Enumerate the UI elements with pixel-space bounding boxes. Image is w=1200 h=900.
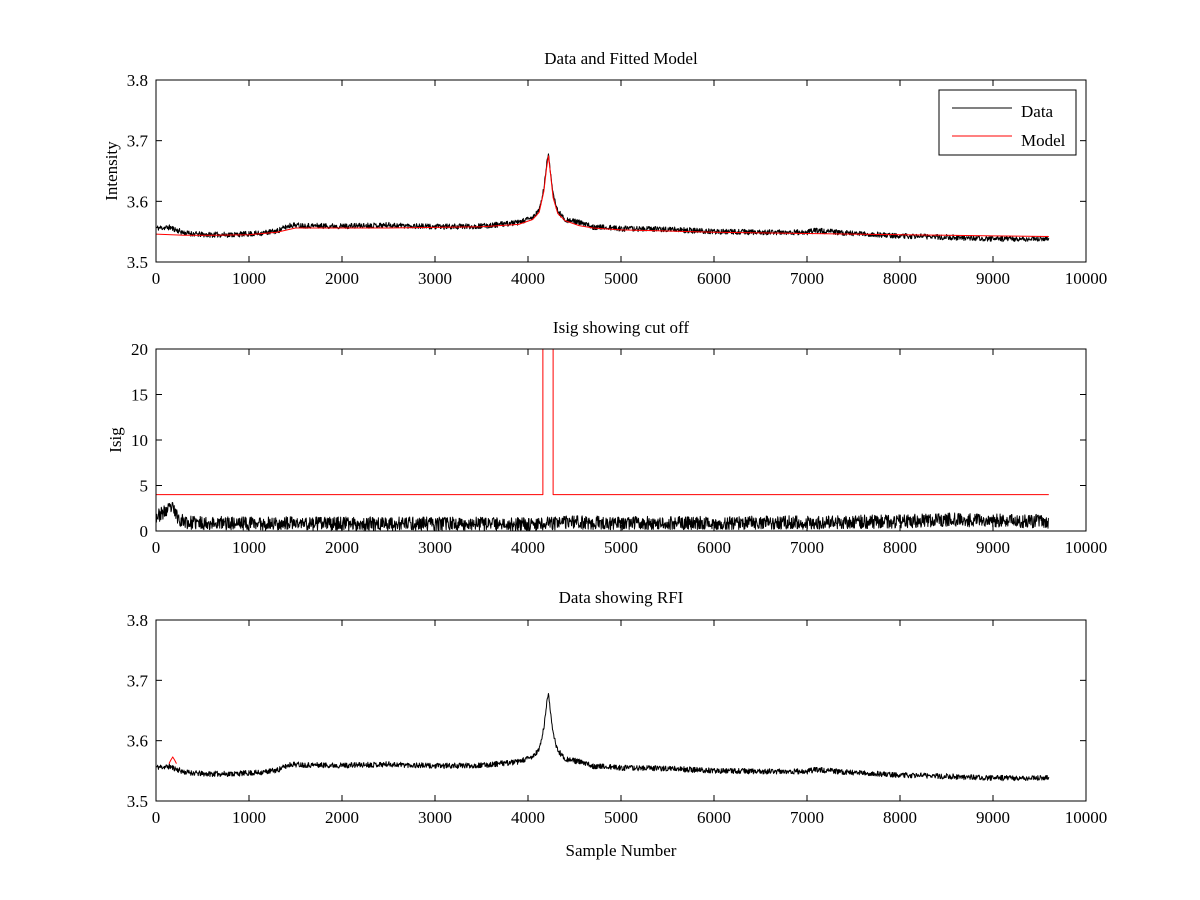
series-line-model <box>155 155 1049 238</box>
y-axis-label: Isig <box>106 427 125 453</box>
legend-label-model: Model <box>1021 131 1066 150</box>
y-tick-label: 3.6 <box>127 732 148 751</box>
x-tick-label: 5000 <box>604 269 638 288</box>
x-tick-label: 10000 <box>1065 808 1108 827</box>
x-axis-label: Sample Number <box>566 841 677 860</box>
series <box>155 692 1050 782</box>
x-tick-label: 3000 <box>418 538 452 557</box>
x-tick-label: 7000 <box>790 808 824 827</box>
y-tick-label: 3.5 <box>127 253 148 272</box>
x-tick-label: 5000 <box>604 538 638 557</box>
ticks: 0 1000 2000 3000 4000 5000 6000 7000 8000 9000 100… <box>131 340 1107 557</box>
panel-data-showing-rfi: Data showing RFI Sample Number 0 1000 2000… <box>127 588 1108 860</box>
x-tick-label: 1000 <box>232 538 266 557</box>
series-line-rfi <box>168 756 177 764</box>
y-tick-label: 3.5 <box>127 792 148 811</box>
series-line-data <box>155 153 1050 243</box>
x-tick-label: 6000 <box>697 538 731 557</box>
series <box>155 153 1050 243</box>
y-tick-label: 0 <box>140 522 149 541</box>
x-tick-label: 10000 <box>1065 538 1108 557</box>
y-tick-label: 20 <box>131 340 148 359</box>
plot-frame <box>155 348 1087 532</box>
x-tick-label: 9000 <box>976 269 1010 288</box>
panel-data-and-fitted-model: Data and Fitted Model Intensity 0 1000 200… <box>102 49 1107 288</box>
x-tick-label: 5000 <box>604 808 638 827</box>
plot-frame <box>155 79 1087 263</box>
legend-box <box>938 89 1077 156</box>
x-tick-label: 7000 <box>790 269 824 288</box>
ticks: 0 1000 2000 3000 4000 5000 6000 7000 8000 9000 100… <box>127 71 1108 288</box>
x-tick-label: 10000 <box>1065 269 1108 288</box>
x-tick-label: 8000 <box>883 808 917 827</box>
x-tick-label: 3000 <box>418 808 452 827</box>
x-tick-label: 6000 <box>697 269 731 288</box>
x-tick-label: 9000 <box>976 808 1010 827</box>
x-tick-label: 6000 <box>697 808 731 827</box>
x-tick-label: 8000 <box>883 269 917 288</box>
plot-frame <box>155 619 1087 802</box>
x-tick-label: 3000 <box>418 269 452 288</box>
y-tick-label: 3.7 <box>127 671 149 690</box>
y-axis-label: Intensity <box>102 141 121 201</box>
x-tick-label: 9000 <box>976 538 1010 557</box>
chart-title: Isig showing cut off <box>553 318 689 337</box>
series-line-data <box>155 692 1050 782</box>
x-tick-label: 2000 <box>325 808 359 827</box>
legend: Data Model <box>938 89 1077 156</box>
x-tick-label: 2000 <box>325 269 359 288</box>
y-tick-label: 15 <box>131 386 148 405</box>
x-tick-label: 2000 <box>325 538 359 557</box>
panel-isig-showing-cut-off: Isig showing cut off Isig 0 1000 2000 3000 4… <box>106 318 1107 557</box>
y-tick-label: 3.8 <box>127 71 148 90</box>
chart-title: Data showing RFI <box>559 588 684 607</box>
x-tick-label: 4000 <box>511 808 545 827</box>
chart-title: Data and Fitted Model <box>544 49 698 68</box>
x-tick-label: 0 <box>152 808 161 827</box>
y-tick-label: 3.6 <box>127 192 148 211</box>
series-line-isig <box>155 501 1050 532</box>
x-tick-label: 1000 <box>232 269 266 288</box>
y-tick-label: 5 <box>140 477 149 496</box>
x-tick-label: 8000 <box>883 538 917 557</box>
y-tick-label: 3.8 <box>127 611 148 630</box>
x-tick-label: 0 <box>152 538 161 557</box>
x-tick-label: 4000 <box>511 269 545 288</box>
x-tick-label: 1000 <box>232 808 266 827</box>
y-tick-label: 3.7 <box>127 132 149 151</box>
y-tick-label: 10 <box>131 431 148 450</box>
x-tick-label: 7000 <box>790 538 824 557</box>
x-tick-label: 4000 <box>511 538 545 557</box>
legend-label-data: Data <box>1021 102 1054 121</box>
x-tick-label: 0 <box>152 269 161 288</box>
